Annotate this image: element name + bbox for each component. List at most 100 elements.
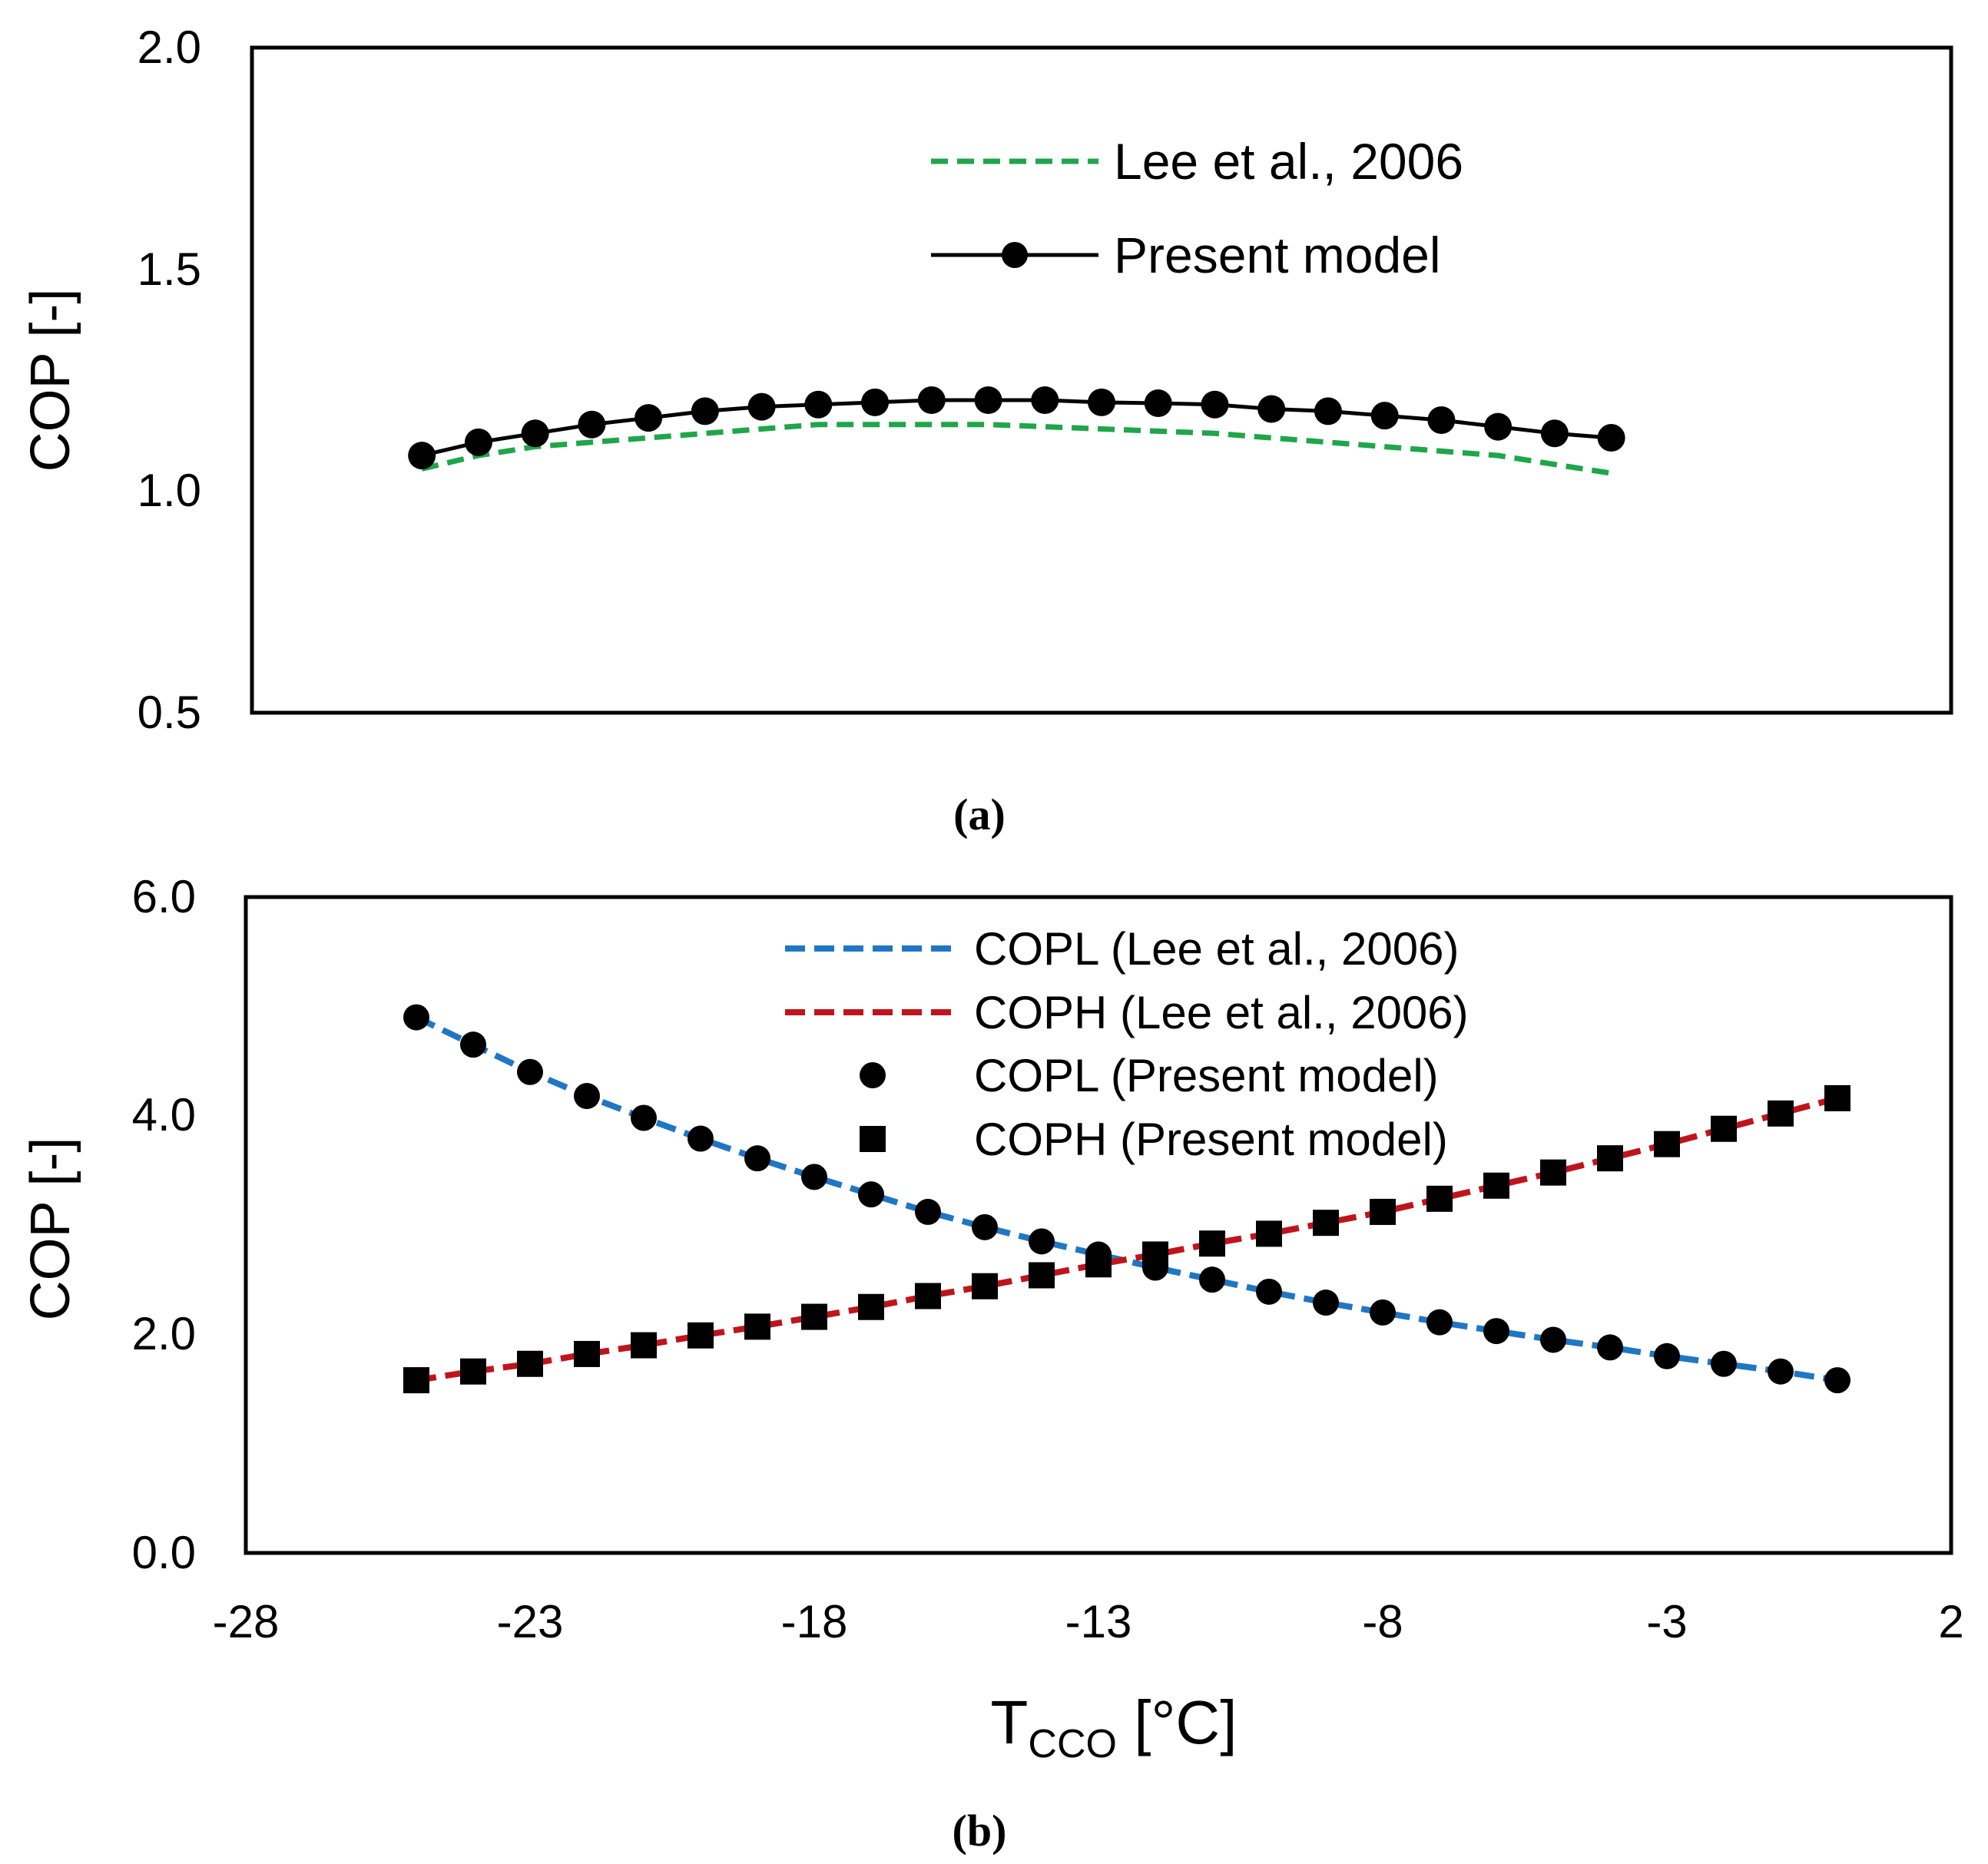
- data-point-present-model: [861, 388, 890, 416]
- data-point-present-model: [1257, 395, 1286, 423]
- panel-b-ytick-label: 2.0: [132, 1308, 196, 1359]
- panel-b-label: (b): [953, 1806, 1007, 1856]
- panel-a-y-axis-label: COP [-]: [20, 289, 81, 472]
- data-point-coph-present-model: [1768, 1100, 1794, 1127]
- data-point-copl-present-model: [972, 1213, 998, 1240]
- panel-b-plot-area: [403, 1004, 1850, 1394]
- panel-b-xtick-label: -18: [781, 1596, 848, 1647]
- data-point-present-model: [1540, 419, 1569, 448]
- data-point-present-model: [974, 386, 1002, 414]
- data-point-present-model: [464, 428, 492, 456]
- data-point-coph-present-model: [1313, 1210, 1339, 1237]
- data-point-present-model: [1427, 406, 1456, 434]
- legend-label-coph-lee: COPH (Lee et al., 2006): [974, 987, 1469, 1038]
- data-point-coph-present-model: [1142, 1241, 1168, 1268]
- data-point-copl-present-model: [744, 1145, 770, 1172]
- panel-b-ytick-label: 0.0: [132, 1527, 196, 1578]
- data-point-present-model: [635, 404, 663, 432]
- data-point-copl-present-model: [574, 1083, 600, 1110]
- data-point-copl-present-model: [1654, 1343, 1680, 1369]
- panel-b-xtick-label: -13: [1065, 1596, 1132, 1647]
- panel-b-xtick-labels: -28 -23 -18 -13 -8 -3 2: [213, 1596, 1964, 1647]
- panel-a-label: (a): [953, 790, 1006, 839]
- data-point-copl-present-model: [858, 1181, 884, 1208]
- data-point-coph-present-model: [744, 1313, 770, 1340]
- panel-b-xtick-label: -8: [1362, 1596, 1403, 1647]
- legend-marker-copl-present: [860, 1062, 886, 1088]
- data-point-copl-present-model: [1370, 1299, 1396, 1326]
- data-point-copl-present-model: [1711, 1350, 1737, 1377]
- legend-label-copl-lee: COPL (Lee et al., 2006): [974, 923, 1459, 975]
- legend-label-lee-2006: Lee et al., 2006: [1114, 133, 1463, 190]
- panel-b-x-axis-label: TCCO [°C]: [991, 1688, 1238, 1766]
- panel-b-ytick-label: 6.0: [132, 871, 196, 922]
- data-point-copl-present-model: [1824, 1367, 1850, 1394]
- data-point-present-model: [1314, 397, 1342, 425]
- data-point-coph-present-model: [1199, 1230, 1225, 1257]
- data-point-coph-present-model: [1029, 1262, 1055, 1289]
- legend-marker-present-model: [1002, 242, 1028, 268]
- data-point-coph-present-model: [801, 1303, 827, 1330]
- data-point-coph-present-model: [1085, 1251, 1112, 1278]
- x-axis-label-symbol: T: [991, 1688, 1029, 1756]
- panel-b-legend: COPL (Lee et al., 2006) COPH (Lee et al.…: [785, 923, 1469, 1165]
- panel-b-ytick-labels: 0.0 2.0 4.0 6.0: [132, 871, 196, 1578]
- panel-a-ytick-label: 1.0: [138, 465, 201, 516]
- data-point-coph-present-model: [1426, 1185, 1453, 1212]
- data-point-coph-present-model: [688, 1322, 714, 1349]
- data-point-copl-present-model: [1597, 1334, 1623, 1361]
- data-point-coph-present-model: [1824, 1084, 1850, 1111]
- data-point-present-model: [578, 410, 606, 439]
- panel-a-plot-area: [408, 386, 1625, 476]
- data-point-present-model: [691, 397, 719, 425]
- data-point-coph-present-model: [858, 1293, 884, 1320]
- panel-b-xtick-label: 2: [1938, 1596, 1963, 1647]
- panel-b-xtick-label: -23: [497, 1596, 564, 1647]
- legend-label-present-model: Present model: [1114, 227, 1441, 283]
- data-point-copl-present-model: [1426, 1309, 1453, 1336]
- data-point-coph-present-model: [1483, 1172, 1509, 1199]
- data-point-coph-present-model: [460, 1358, 486, 1385]
- panel-a-legend: Lee et al., 2006 Present model: [931, 133, 1463, 283]
- data-point-coph-present-model: [403, 1367, 429, 1394]
- panel-a-ytick-labels: 0.5 1.0 1.5 2.0: [138, 22, 201, 738]
- legend-label-copl-present: COPL (Present model): [974, 1050, 1439, 1101]
- series-line-present-model: [421, 398, 1612, 458]
- data-point-present-model: [1201, 390, 1229, 419]
- data-point-copl-present-model: [1199, 1266, 1225, 1293]
- data-point-coph-present-model: [1256, 1220, 1282, 1247]
- data-point-copl-present-model: [1768, 1358, 1794, 1385]
- data-point-copl-present-model: [1540, 1326, 1566, 1353]
- data-point-present-model: [1484, 412, 1513, 441]
- data-point-copl-present-model: [915, 1198, 941, 1225]
- data-point-coph-present-model: [1370, 1198, 1396, 1225]
- data-point-present-model: [1031, 386, 1059, 414]
- data-point-present-model: [1597, 424, 1625, 452]
- data-point-copl-present-model: [1029, 1228, 1055, 1255]
- data-point-coph-present-model: [915, 1283, 941, 1309]
- x-axis-label-unit: [°C]: [1117, 1688, 1237, 1756]
- data-point-copl-present-model: [1483, 1318, 1509, 1345]
- panel-a-plot-frame: [250, 45, 1953, 715]
- data-point-present-model: [917, 386, 946, 414]
- data-point-copl-present-model: [631, 1104, 657, 1131]
- data-point-copl-present-model: [1313, 1290, 1339, 1316]
- data-point-coph-present-model: [1711, 1115, 1737, 1142]
- data-point-present-model: [1088, 388, 1115, 416]
- data-point-present-model: [747, 392, 776, 421]
- panel-a-ytick-label: 1.5: [138, 243, 201, 295]
- panel-b-ytick-label: 4.0: [132, 1089, 196, 1141]
- data-point-copl-present-model: [403, 1004, 429, 1031]
- data-point-coph-present-model: [517, 1350, 543, 1377]
- data-point-present-model: [804, 390, 833, 419]
- x-axis-label-subscript: CCO: [1028, 1722, 1117, 1766]
- panel-a-ytick-label: 2.0: [138, 22, 201, 73]
- panel-b: 0.0 2.0 4.0 6.0 -28 -23 -18 -13 -8 -3 2 …: [20, 871, 1964, 1856]
- data-point-copl-present-model: [688, 1125, 714, 1152]
- data-point-copl-present-model: [801, 1164, 827, 1190]
- panel-b-xtick-label: -28: [213, 1596, 280, 1647]
- data-point-coph-present-model: [631, 1332, 657, 1359]
- panel-a-ytick-label: 0.5: [138, 687, 201, 738]
- data-point-coph-present-model: [972, 1273, 998, 1300]
